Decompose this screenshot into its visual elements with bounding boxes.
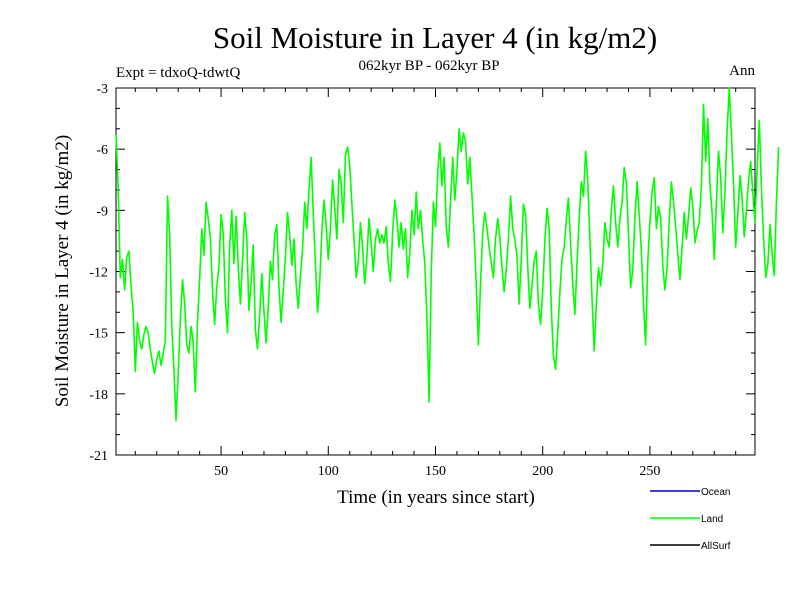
series-line-land [115, 87, 780, 422]
y-tick-label: -3 [96, 82, 108, 97]
y-tick-label: -15 [89, 327, 108, 342]
y-tick-label: -21 [89, 449, 108, 464]
x-axis-label: Time (in years since start) [337, 487, 535, 508]
expt-label: Expt = tdxoQ-tdwtQ [116, 65, 240, 81]
y-tick-label: -12 [89, 266, 108, 281]
chart-title: Soil Moisture in Layer 4 (in kg/m2) [213, 20, 657, 55]
y-tick-label: -9 [96, 204, 108, 219]
legend: Ocean Land AllSurf [650, 487, 731, 552]
y-tick-label: -6 [96, 143, 108, 158]
legend-label-allsurf: AllSurf [701, 541, 731, 552]
x-tick-label: 200 [532, 464, 553, 479]
period-label: Ann [729, 63, 755, 79]
x-tick-label: 100 [318, 464, 339, 479]
legend-label-ocean: Ocean [701, 487, 730, 498]
legend-label-land: Land [701, 514, 723, 525]
x-tick-label: 150 [425, 464, 446, 479]
y-tick-label: -18 [89, 388, 108, 403]
x-axis: 50 100 150 200 250 [134, 88, 737, 479]
chart-subtitle: 062kyr BP - 062kyr BP [358, 58, 499, 74]
y-axis: -3 -6 -9 -12 -15 -18 -21 [89, 82, 755, 464]
x-tick-label: 250 [639, 464, 660, 479]
x-tick-label: 50 [214, 464, 228, 479]
series-layer [115, 87, 780, 422]
y-axis-label: Soil Moisture in Layer 4 (in kg/m2) [52, 135, 73, 407]
